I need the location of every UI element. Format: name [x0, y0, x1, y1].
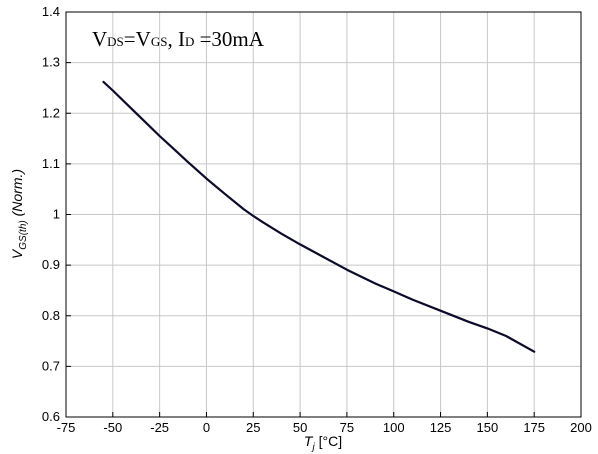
annot-ds: DS [107, 34, 124, 49]
y-tick-label: 0.9 [42, 257, 60, 272]
x-tick-label: 25 [246, 420, 260, 435]
x-tick-label: 125 [430, 420, 452, 435]
x-tick-label: 75 [340, 420, 354, 435]
y-tick-label: 1.3 [42, 55, 60, 70]
x-tick-label: 50 [293, 420, 307, 435]
y-axis-title: VGS(th) (Norm.) [9, 169, 29, 259]
x-tick-label: 0 [203, 420, 210, 435]
x-tick-labels: -75 -50 -25 0 25 50 75 100 125 150 175 200 [57, 420, 592, 435]
plot-frame [65, 11, 582, 418]
annot-eq: =V [124, 27, 151, 51]
x-tick-label: 200 [570, 420, 592, 435]
y-tick-label: 0.6 [42, 409, 60, 424]
y-tick-label: 0.7 [42, 358, 60, 373]
y-tick-label: 1 [53, 207, 60, 222]
vgs-th-curve [102, 80, 536, 353]
y-tick-label: 1.2 [42, 105, 60, 120]
x-tick-label: 175 [523, 420, 545, 435]
x-tick-label: 150 [477, 420, 499, 435]
x-tick-label: 100 [383, 420, 405, 435]
annot-rest: =30mA [194, 27, 264, 51]
x-tick-label: -50 [103, 420, 122, 435]
annot-comma: , I [167, 27, 185, 51]
x-axis-title: Tj [°C] [304, 433, 342, 453]
x-tick-label: -75 [57, 420, 76, 435]
y-tick-label: 1.1 [42, 156, 60, 171]
y-tick-labels: 0.6 0.7 0.8 0.9 1 1.1 1.2 1.3 1.4 [42, 4, 60, 424]
annot-v1: V [92, 27, 107, 51]
annot-d: D [185, 34, 194, 49]
y-tick-label: 1.4 [42, 4, 60, 19]
y-tick-label: 0.8 [42, 308, 60, 323]
annot-gs: GS [151, 34, 168, 49]
condition-annotation: VDS=VGS, ID =30mA [92, 27, 265, 51]
x-tick-label: -25 [150, 420, 169, 435]
series-layer [102, 80, 536, 353]
